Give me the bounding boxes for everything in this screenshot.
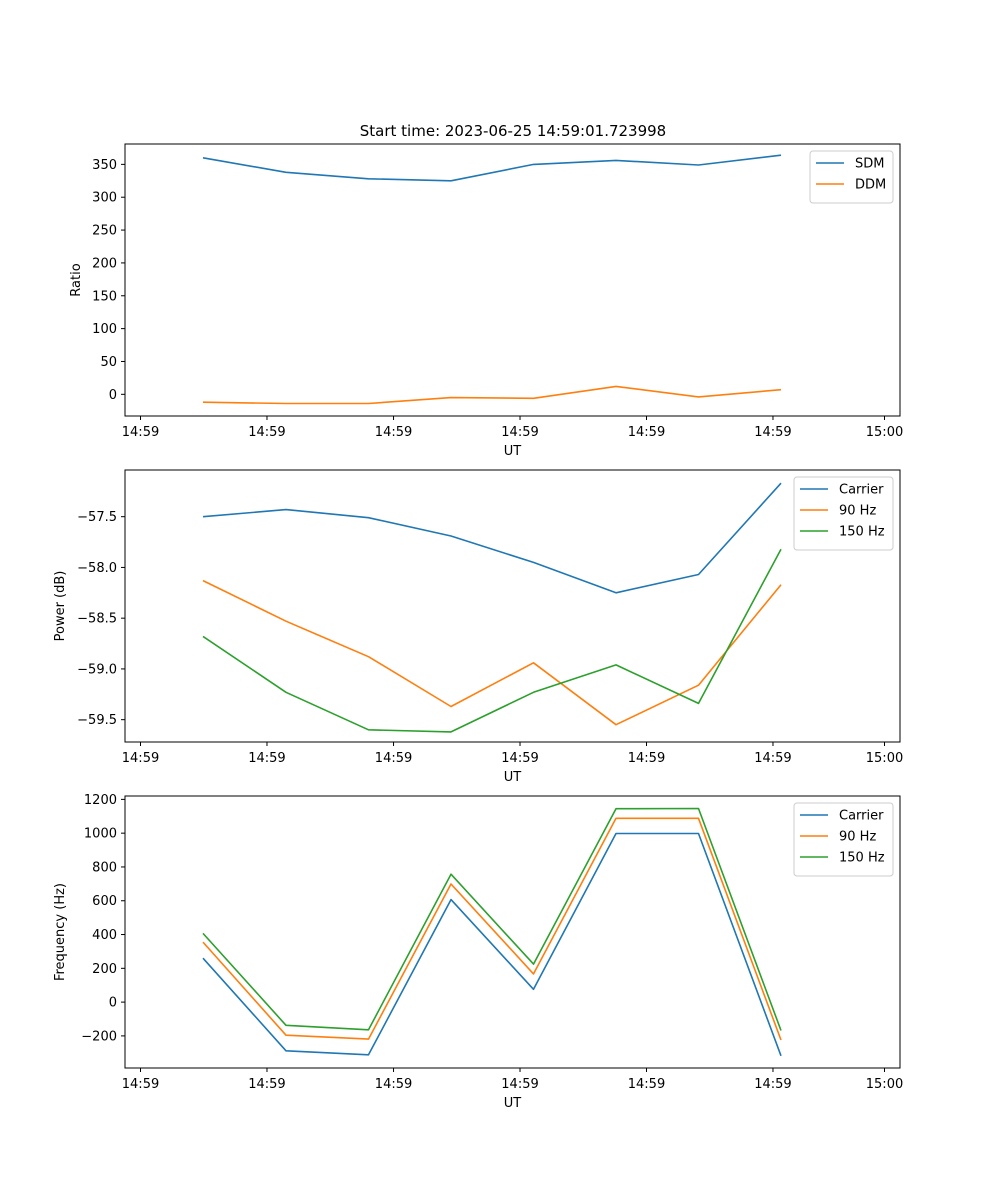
x-tick-label: 14:59: [628, 751, 665, 766]
x-tick-label: 14:59: [375, 751, 412, 766]
y-tick-label: 400: [92, 928, 117, 943]
x-tick-label: 14:59: [754, 1077, 791, 1092]
legend-box: [809, 150, 894, 204]
x-tick-label: 14:59: [122, 751, 159, 766]
y-tick-label: 1000: [84, 827, 117, 842]
y-tick-label: −58.0: [77, 561, 117, 576]
x-tick-label: 14:59: [628, 1077, 665, 1092]
x-tick-label: 15:00: [866, 425, 903, 440]
legend-label: 90 Hz: [839, 504, 876, 519]
x-tick-label: 14:59: [375, 1077, 412, 1092]
legend-label: 90 Hz: [839, 830, 876, 845]
y-tick-label: 200: [92, 962, 117, 977]
y-tick-label: −57.5: [77, 510, 117, 525]
y-tick-label: 250: [92, 224, 117, 239]
legend: SDM DDM: [809, 150, 894, 204]
y-axis-label: Power (dB): [53, 571, 68, 642]
y-tick-label: −59.0: [77, 662, 117, 677]
y-axis-label: Frequency (Hz): [53, 883, 68, 981]
x-axis-label: UT: [504, 444, 522, 459]
series-line-sdm: [202, 154, 782, 182]
legend: Carrier 90 Hz 150 Hz: [793, 802, 894, 877]
legend-label: DDM: [855, 178, 886, 193]
y-tick-label: 150: [92, 289, 117, 304]
legend-label: 150 Hz: [839, 525, 885, 540]
subplot-1: 14:59 14:59 14:59 14:59 14:59 14:59 15:00 0 50 10…: [69, 143, 903, 459]
x-tick-label: 14:59: [754, 425, 791, 440]
series-line-150-hz: [202, 807, 782, 1031]
x-tick-label: 14:59: [501, 751, 538, 766]
legend-label: SDM: [855, 157, 884, 172]
legend-label: Carrier: [839, 809, 884, 824]
subplot-2: 14:59 14:59 14:59 14:59 14:59 14:59 15:00 −59.5…: [53, 469, 903, 785]
x-tick-label: 14:59: [501, 425, 538, 440]
legend-label: Carrier: [839, 483, 884, 498]
y-tick-label: 800: [92, 860, 117, 875]
legend-label: 150 Hz: [839, 851, 885, 866]
x-tick-label: 14:59: [375, 425, 412, 440]
series-line-90-hz: [202, 579, 782, 726]
x-tick-label: 14:59: [122, 425, 159, 440]
y-tick-label: 600: [92, 894, 117, 909]
x-tick-label: 15:00: [866, 1077, 903, 1092]
series-line-carrier: [202, 482, 782, 594]
subplot-3: 14:59 14:59 14:59 14:59 14:59 14:59 15:00 −200 0…: [53, 793, 903, 1111]
y-tick-label: −59.5: [77, 713, 117, 728]
series-line-90-hz: [202, 817, 782, 1041]
axes-frame: [124, 143, 901, 417]
series-line-carrier: [202, 832, 782, 1057]
x-tick-label: 14:59: [754, 751, 791, 766]
subplots: 14:59 14:59 14:59 14:59 14:59 14:59 15:00 0 50 10…: [53, 143, 903, 1111]
axes-frame: [124, 795, 901, 1069]
x-axis-label: UT: [504, 1096, 522, 1111]
x-tick-label: 14:59: [248, 1077, 285, 1092]
y-tick-label: 1200: [84, 793, 117, 808]
x-tick-label: 15:00: [866, 751, 903, 766]
x-tick-label: 14:59: [628, 425, 665, 440]
x-tick-label: 14:59: [248, 751, 285, 766]
y-tick-label: −200: [81, 1029, 117, 1044]
y-tick-label: 50: [100, 355, 117, 370]
x-tick-label: 14:59: [501, 1077, 538, 1092]
y-tick-label: 300: [92, 191, 117, 206]
y-tick-label: 0: [109, 996, 117, 1011]
figure-title: Start time: 2023-06-25 14:59:01.723998: [360, 122, 666, 140]
series-line-150-hz: [202, 548, 782, 733]
x-tick-label: 14:59: [122, 1077, 159, 1092]
series-line-ddm: [202, 385, 782, 405]
legend: Carrier 90 Hz 150 Hz: [793, 476, 894, 551]
x-axis-label: UT: [504, 770, 522, 785]
y-tick-label: 100: [92, 322, 117, 337]
y-axis-label: Ratio: [69, 263, 84, 296]
y-tick-label: 350: [92, 158, 117, 173]
x-tick-label: 14:59: [248, 425, 285, 440]
y-tick-label: 200: [92, 256, 117, 271]
axes-frame: [124, 469, 901, 743]
y-tick-label: −58.5: [77, 612, 117, 627]
y-tick-label: 0: [109, 388, 117, 403]
